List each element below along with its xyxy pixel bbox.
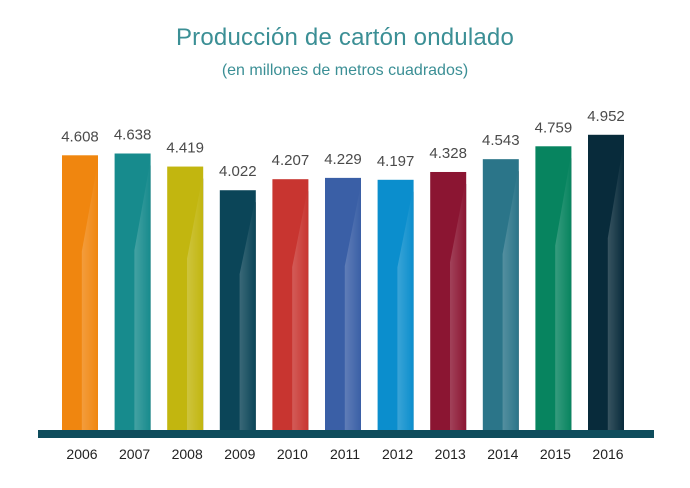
value-label-2007: 4.638	[114, 127, 152, 144]
bar-highlight-2014	[502, 165, 519, 431]
bar-highlight-2009	[239, 196, 256, 430]
value-label-2014: 4.543	[482, 132, 520, 149]
value-label-2008: 4.419	[166, 140, 204, 157]
value-label-2006: 4.608	[61, 128, 99, 145]
chart-title: Producción de cartón ondulado	[175, 24, 515, 51]
value-label-2009: 4.022	[219, 163, 257, 180]
bar-highlight-2013	[450, 177, 467, 430]
x-tick-2012: 2012	[382, 446, 413, 462]
x-tick-2015: 2015	[540, 446, 571, 462]
bars	[62, 134, 624, 431]
x-tick-2009: 2009	[224, 446, 255, 462]
bar-highlight-2015	[555, 152, 572, 430]
baseline-bar	[38, 430, 654, 438]
value-label-2016: 4.952	[587, 108, 625, 125]
bar-highlight-2016	[607, 140, 624, 431]
bar-highlight-2011	[344, 183, 361, 430]
x-tick-2013: 2013	[435, 446, 466, 462]
value-label-2012: 4.197	[377, 153, 415, 170]
value-label-2010: 4.207	[272, 152, 310, 169]
bar-highlight-2010	[292, 185, 309, 430]
x-tick-2014: 2014	[487, 446, 518, 462]
chart-subtitle: (en millones de metros cuadrados)	[221, 62, 469, 79]
bar-highlight-2007	[134, 159, 151, 430]
value-label-2015: 4.759	[535, 119, 573, 136]
bar-highlight-2008	[187, 172, 204, 430]
x-tick-2016: 2016	[592, 446, 623, 462]
x-tick-2011: 2011	[330, 446, 360, 462]
x-tick-2010: 2010	[277, 446, 308, 462]
value-labels: 4.608 4.638 4.419 4.022 4.207 4.229 4.197 4.328…	[61, 108, 625, 180]
bar-highlight-2012	[397, 185, 414, 430]
bar-highlight-2006	[81, 161, 98, 431]
x-tick-labels: 2006 2007 2008 2009 2010 2011 2012 2013 2014 2015…	[66, 446, 623, 462]
x-tick-2006: 2006	[66, 446, 97, 462]
x-tick-2008: 2008	[172, 446, 203, 462]
value-label-2013: 4.328	[429, 145, 467, 162]
x-tick-2007: 2007	[119, 446, 150, 462]
value-label-2011: 4.229	[324, 151, 362, 168]
